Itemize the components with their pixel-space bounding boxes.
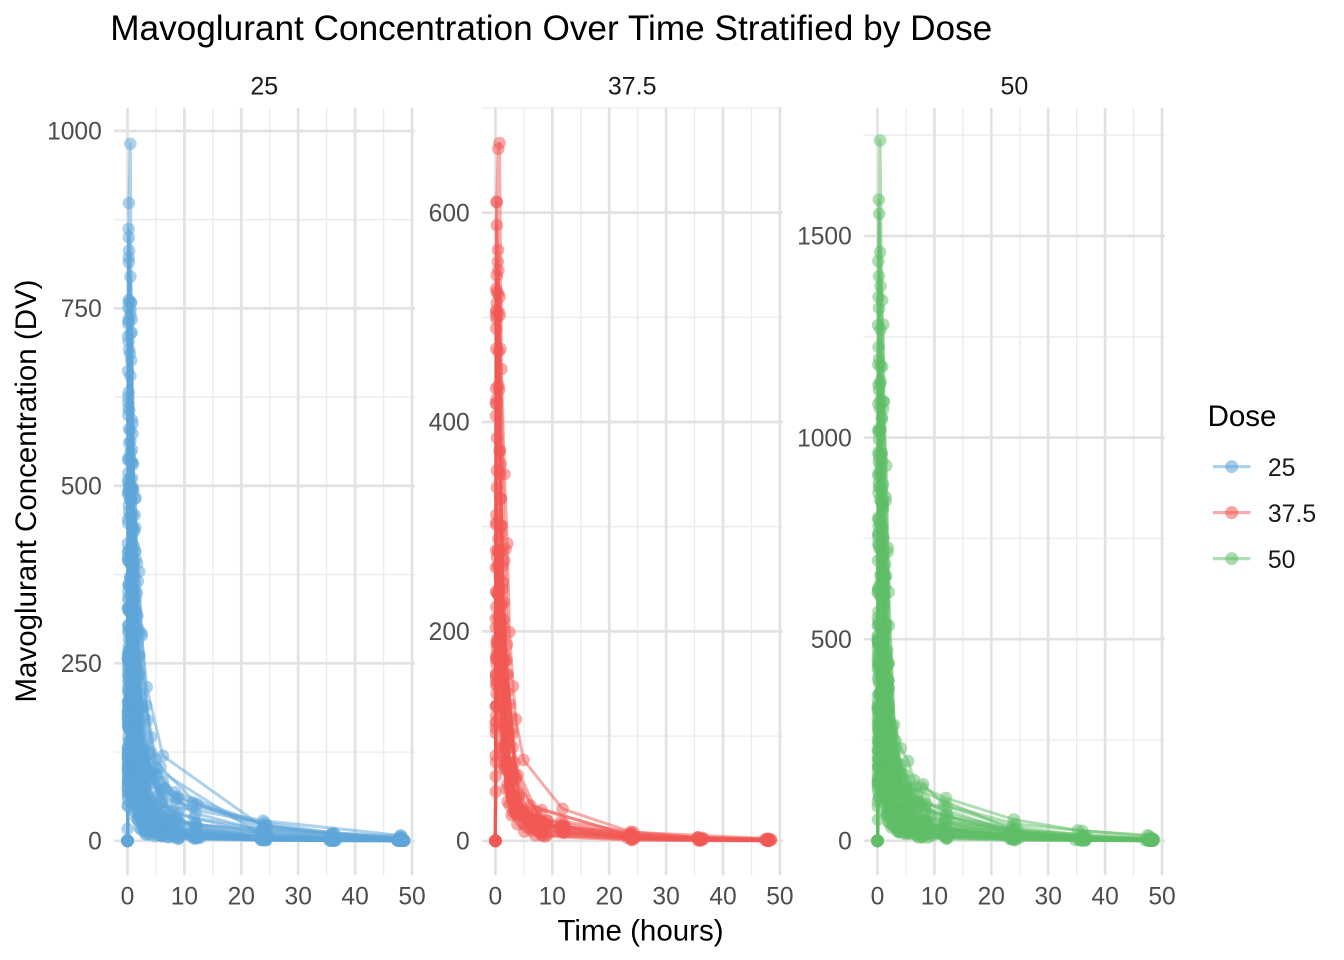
svg-text:1000: 1000	[797, 425, 852, 452]
svg-text:20: 20	[596, 883, 623, 910]
svg-text:500: 500	[61, 474, 102, 501]
svg-text:20: 20	[978, 883, 1005, 910]
svg-text:40: 40	[709, 883, 736, 910]
svg-text:37.5: 37.5	[608, 72, 657, 100]
svg-text:25: 25	[250, 72, 278, 100]
svg-text:50: 50	[1000, 72, 1028, 100]
svg-text:10: 10	[539, 883, 566, 910]
svg-text:0: 0	[871, 883, 885, 910]
svg-text:750: 750	[61, 296, 102, 323]
svg-text:Mavoglurant Concentration Over: Mavoglurant Concentration Over Time Stra…	[110, 9, 992, 48]
svg-text:30: 30	[285, 883, 312, 910]
svg-text:40: 40	[1091, 883, 1118, 910]
svg-text:40: 40	[341, 883, 368, 910]
svg-text:50: 50	[766, 883, 793, 910]
svg-text:600: 600	[429, 200, 470, 227]
svg-text:10: 10	[171, 883, 198, 910]
svg-text:0: 0	[88, 829, 102, 856]
svg-text:200: 200	[429, 619, 470, 646]
svg-text:1000: 1000	[47, 119, 102, 146]
svg-text:30: 30	[1035, 883, 1062, 910]
svg-text:10: 10	[921, 883, 948, 910]
svg-text:500: 500	[811, 627, 852, 654]
svg-text:Dose: Dose	[1208, 400, 1277, 433]
svg-text:30: 30	[652, 883, 679, 910]
svg-text:1500: 1500	[797, 224, 852, 251]
svg-text:50: 50	[1148, 883, 1175, 910]
svg-text:0: 0	[121, 883, 135, 910]
svg-text:25: 25	[1268, 455, 1296, 482]
svg-text:37.5: 37.5	[1268, 501, 1316, 528]
svg-text:50: 50	[398, 883, 425, 910]
svg-text:0: 0	[838, 829, 852, 856]
svg-text:400: 400	[429, 410, 470, 437]
svg-text:0: 0	[489, 883, 503, 910]
svg-text:Mavoglurant Concentration (DV): Mavoglurant Concentration (DV)	[10, 279, 43, 702]
svg-text:0: 0	[456, 829, 470, 856]
svg-text:250: 250	[61, 651, 102, 678]
svg-text:Time (hours): Time (hours)	[557, 914, 723, 947]
svg-text:50: 50	[1268, 547, 1296, 574]
svg-text:20: 20	[228, 883, 255, 910]
